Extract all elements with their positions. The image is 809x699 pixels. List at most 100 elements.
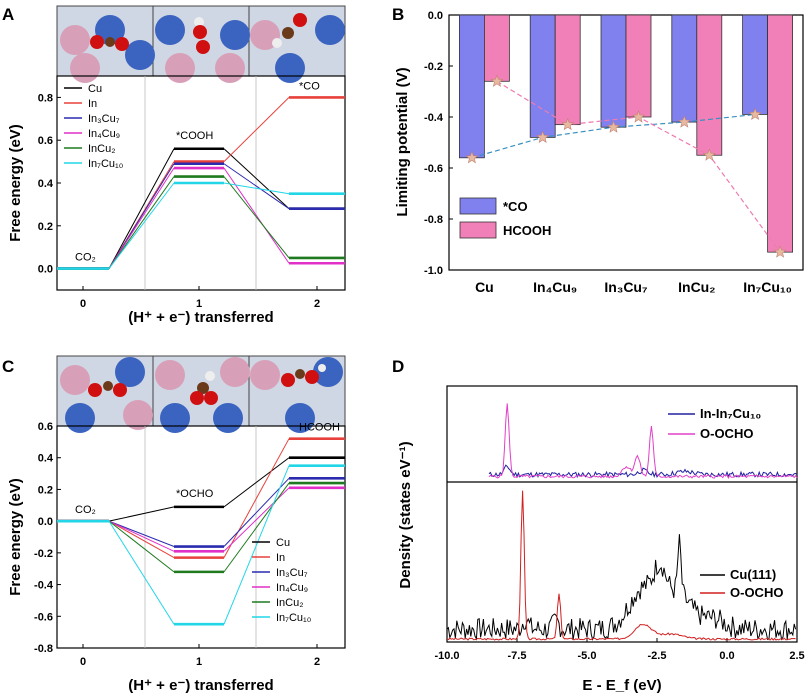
panel-a-y-label: Free energy (eV) (7, 124, 24, 242)
y-tick-label: -0.2 (34, 548, 53, 560)
bar-hcooh (767, 14, 793, 253)
x-tick-label: 0.0 (719, 650, 734, 662)
star-marker (607, 120, 620, 133)
y-tick-label: 0.6 (38, 135, 53, 147)
legend-label: Cu (88, 83, 102, 95)
series-in-cu (57, 477, 345, 548)
connector-line (223, 97, 290, 162)
legend-label: O-OCHO (730, 585, 783, 600)
star-marker (748, 107, 762, 120)
bar-co (529, 14, 556, 138)
connector-line (108, 520, 175, 547)
bar-co (742, 14, 768, 115)
panel-a-x-label: (H⁺ + e⁻) transferred (128, 309, 273, 326)
bar-co (600, 14, 627, 128)
y-tick-label: -1.0 (424, 265, 443, 277)
connector-line (223, 167, 290, 264)
panel-b-y-label: Limiting potential (V) (394, 67, 411, 216)
legend-label: O-OCHO (700, 426, 753, 441)
connector-line (108, 182, 175, 269)
legend-label: In₄Cu₉ (276, 582, 308, 594)
legend-label: HCOOH (503, 223, 551, 238)
bar-hcooh (625, 14, 652, 118)
panel-d-x-label: E - E_f (eV) (582, 677, 661, 694)
panel-d-plot: -10.0 -7.5 -5.0 -2.5 0.0 2.5 In-In₇Cu₁₀ O-OCHO C… (434, 403, 805, 662)
legend-label: In₄Cu₉ (88, 128, 120, 140)
annotation-start: CO₂ (75, 252, 96, 264)
panel-c-y-label: Free energy (eV) (7, 478, 24, 596)
y-tick-label: 0.0 (428, 10, 443, 22)
legend-label: In₃Cu₇ (276, 567, 308, 579)
legend-label: Cu(111) (730, 567, 776, 582)
annotation-mid: *COOH (176, 130, 213, 142)
connector-line (108, 520, 175, 552)
panel-c-structures (56, 355, 346, 433)
x-tick-label: -7.5 (508, 650, 527, 662)
connector-line (223, 148, 290, 210)
connector-line (108, 506, 175, 522)
bar-hcooh (554, 14, 581, 126)
series-in-cu (57, 181, 345, 270)
star-marker (490, 74, 504, 87)
x-tick-label: -2.5 (648, 650, 667, 662)
x-tick-label: 1 (196, 656, 202, 668)
series-in-cu (57, 464, 345, 626)
x-tick-label: 0 (80, 298, 86, 310)
star-marker (561, 117, 575, 131)
dos-o-ocho-bottom (446, 490, 796, 641)
panel-a-structures (56, 5, 346, 83)
y-tick-label: 0.4 (38, 178, 54, 190)
connector-line (108, 520, 175, 625)
category-label: Cu (475, 279, 494, 295)
panel-a-plot: 0.0 0.2 0.4 0.6 0.8 0 1 2 CO₂ *COOH *CO Cu In In₃Cu₇ I… (38, 76, 345, 310)
y-tick-label: 0.4 (38, 453, 54, 465)
legend-label: In₇Cu₁₀ (88, 158, 123, 170)
x-tick-label: 1 (196, 298, 202, 310)
connector-line (108, 148, 175, 269)
connector-line (223, 465, 290, 625)
annotation-end: HCOOH (299, 422, 340, 434)
y-tick-label: 0.2 (38, 484, 53, 496)
panel-c-x-label: (H⁺ + e⁻) transferred (128, 677, 273, 694)
panel-c-axes-frame (56, 425, 346, 649)
series-incu (57, 175, 345, 270)
connector-line (223, 457, 290, 508)
y-tick-label: -0.6 (34, 611, 53, 623)
dos-o-ocho-top (488, 403, 798, 479)
x-tick-label: 0 (80, 656, 86, 668)
panel-d-y-label: Density (states eV⁻¹) (397, 441, 414, 588)
legend-label: In (88, 98, 97, 110)
category-label: In₇Cu₁₀ (743, 279, 792, 295)
connector-line (223, 482, 290, 573)
legend-label: Cu (276, 537, 290, 549)
panel-label-c: C (2, 357, 14, 376)
bar-co (458, 14, 485, 159)
y-tick-label: -0.6 (424, 163, 443, 175)
legend-label: InCu₂ (276, 597, 304, 609)
y-tick-label: -0.4 (34, 580, 54, 592)
legend-swatch (459, 221, 497, 239)
y-tick-label: 0.6 (38, 421, 53, 433)
connector-line (108, 520, 175, 559)
panel-label-d: D (392, 357, 404, 376)
connector-line (223, 438, 290, 558)
star-marker (773, 245, 787, 258)
legend-label: In₃Cu₇ (88, 113, 120, 125)
y-tick-label: 0.0 (38, 516, 53, 528)
connector-line (108, 176, 175, 269)
connector-line (108, 520, 175, 573)
y-tick-label: 0.0 (38, 264, 53, 276)
x-tick-label: -10.0 (434, 650, 459, 662)
panel-label-a: A (2, 5, 14, 24)
category-label: In₃Cu₇ (604, 279, 647, 295)
connector-line (108, 167, 175, 269)
y-tick-label: -0.2 (424, 61, 443, 73)
legend-label: *CO (503, 199, 528, 214)
bar-co (671, 14, 698, 123)
bar-hcooh (483, 14, 510, 82)
legend-swatch (459, 197, 497, 215)
connector-line (223, 477, 290, 547)
panel-b-plot: 0.0 -0.2 -0.4 -0.6 -0.8 -1.0 Cu In₄Cu₉ In₃Cu₇ InC… (424, 10, 793, 295)
annotation-start: CO₂ (75, 504, 96, 516)
